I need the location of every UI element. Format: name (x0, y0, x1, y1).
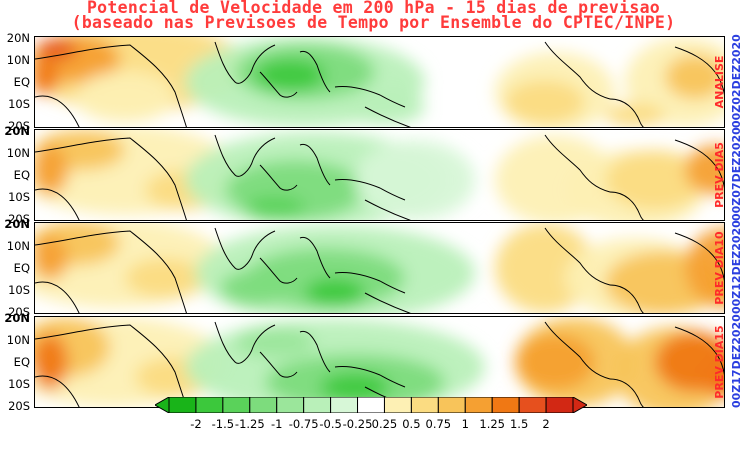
panel-label: ANALISE (713, 55, 726, 109)
map-panel-4 (34, 316, 725, 408)
lat-label: 20S (8, 305, 30, 319)
colorbar-swatch (195, 397, 224, 413)
colorbar-tick-label: 1.5 (509, 417, 529, 431)
colorbar-tick-label: -0.5 (319, 417, 342, 431)
map-panel-1 (34, 36, 725, 128)
colorbar (155, 397, 587, 413)
colorbar-tick-label: -1 (270, 417, 283, 431)
lat-label: EQ (13, 168, 30, 182)
lat-label: 20N (4, 311, 30, 325)
colorbar-tick-label: 1.25 (479, 417, 505, 431)
colorbar-swatch (330, 397, 359, 413)
velocity-potential-field (35, 37, 724, 127)
panel-label: PREV DIA5 (713, 142, 726, 208)
colorbar-swatch (491, 397, 520, 413)
colorbar-swatch (222, 397, 251, 413)
colorbar-tick-label: -1.25 (234, 417, 265, 431)
colorbar-tick-label: -0.75 (288, 417, 319, 431)
colorbar-tick-label: 0.75 (425, 417, 452, 431)
map-panel-2 (34, 129, 725, 221)
colorbar-swatch (276, 397, 305, 413)
colorbar-swatch (249, 397, 278, 413)
lat-label: 20S (8, 399, 30, 413)
map-subtitle: (baseado nas Previsoes de Tempo por Ense… (71, 13, 676, 32)
lat-label: 10N (6, 333, 30, 347)
coastlines (35, 227, 724, 313)
velocity-potential-field (35, 317, 724, 407)
colorbar-high-arrow (572, 397, 587, 413)
lat-label: 10S (8, 190, 30, 204)
colorbar-swatch (168, 397, 197, 413)
colorbar-tick-label: 1 (461, 417, 469, 431)
colorbar-swatch (357, 397, 385, 413)
colorbar-swatch (383, 397, 412, 413)
panel-date: 00Z12DEZ2020 (730, 220, 743, 314)
colorbar-tick-label: 0.5 (402, 417, 421, 431)
lat-label: 20N (4, 217, 30, 231)
map-panel-3 (34, 222, 725, 314)
panel-date: 00Z07DEZ2020 (730, 127, 743, 221)
lat-label: 10N (6, 53, 30, 67)
coastlines (35, 134, 724, 220)
velocity-potential-field (35, 130, 724, 220)
coastlines (35, 321, 724, 407)
colorbar-tick-label: -1.5 (211, 417, 235, 431)
panel-date: 00Z02DEZ2020 (730, 34, 743, 128)
lat-label: 10S (8, 377, 30, 391)
lat-label: 20S (8, 119, 30, 133)
colorbar-low-arrow (155, 397, 170, 413)
colorbar-tick-label: -0.25 (342, 417, 373, 431)
colorbar-tick-label: 2 (542, 417, 550, 431)
lat-label: 20N (4, 124, 30, 138)
colorbar-swatch (303, 397, 332, 413)
lat-label: EQ (13, 261, 30, 275)
panel-date: 00Z17DEZ2020 (730, 314, 743, 408)
coastlines (35, 41, 724, 127)
lat-label: 10N (6, 239, 30, 253)
map-title: Potencial de Velocidade em 200 hPa - 15 … (86, 0, 661, 17)
colorbar-swatch (518, 397, 547, 413)
colorbar-swatch (437, 397, 466, 413)
lat-label: EQ (13, 75, 30, 89)
lat-label: EQ (13, 355, 30, 369)
velocity-potential-field (35, 223, 724, 313)
colorbar-swatch (545, 397, 574, 413)
colorbar-tick-label: 0.25 (371, 417, 398, 431)
colorbar-swatch (464, 397, 493, 413)
panel-label: PREV DIA15 (713, 325, 726, 399)
colorbar-tick-label: -2 (190, 417, 202, 431)
lat-label: 20S (8, 212, 30, 226)
colorbar-swatch (410, 397, 439, 413)
lat-label: 10S (8, 283, 30, 297)
panel-label: PREV DIA10 (713, 231, 726, 305)
lat-label: 10N (6, 146, 30, 160)
lat-label: 20N (6, 31, 30, 45)
lat-label: 10S (8, 97, 30, 111)
